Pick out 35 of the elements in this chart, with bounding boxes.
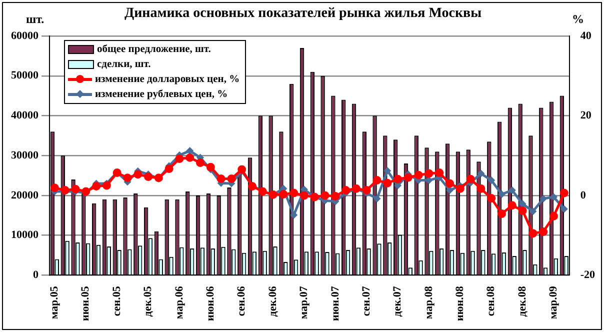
x-tick-label: июн.07 xyxy=(329,286,342,322)
x-tick-label: сен.06 xyxy=(236,286,248,316)
legend-label: изменение рублевых цен, % xyxy=(95,89,228,100)
y2-tick-label: -20 xyxy=(580,269,596,282)
x-tick-label: июн.08 xyxy=(454,286,466,322)
legend-label: сделки, шт. xyxy=(97,59,151,70)
y2-tick-label: 0 xyxy=(580,189,586,202)
y-axis-title: шт. xyxy=(26,12,44,27)
y2-axis-title: % xyxy=(572,12,584,27)
legend-label: общее предложение, шт. xyxy=(97,44,211,55)
x-tick-label: сен.07 xyxy=(360,286,372,316)
x-tick-label: июн.06 xyxy=(204,286,216,322)
x-tick-label: мар.05 xyxy=(48,286,61,319)
x-tick-label: дек.05 xyxy=(142,286,154,317)
x-tick-label: сен.05 xyxy=(110,286,123,316)
chart-title: Динамика основных показателей рынка жилья Москвы xyxy=(124,6,482,21)
x-tick-label: июн.05 xyxy=(80,286,92,322)
y-tick-label: 60000 xyxy=(11,30,39,42)
x-tick-label: дек.06 xyxy=(266,286,279,317)
y-tick-label: 50000 xyxy=(11,70,39,82)
x-tick-label: мар.06 xyxy=(173,286,186,319)
x-tick-label: мар.07 xyxy=(298,286,310,319)
y-tick-label: 10000 xyxy=(11,229,39,242)
x-tick-label: дек.08 xyxy=(516,286,528,317)
y-tick-label: 20000 xyxy=(11,189,39,202)
x-tick-label: дек.07 xyxy=(392,286,404,317)
y-tick-label: 40000 xyxy=(11,110,39,122)
legend-label: изменение долларовых цен, % xyxy=(95,74,240,85)
y-tick-label: 30000 xyxy=(11,149,39,162)
x-tick-label: сен.08 xyxy=(485,286,498,316)
x-tick-label: мар.09 xyxy=(548,286,560,319)
y2-tick-label: 20 xyxy=(580,110,592,122)
y-tick-label: 0 xyxy=(33,269,39,282)
y2-tick-label: 40 xyxy=(580,30,592,42)
x-tick-label: мар.08 xyxy=(422,286,435,319)
